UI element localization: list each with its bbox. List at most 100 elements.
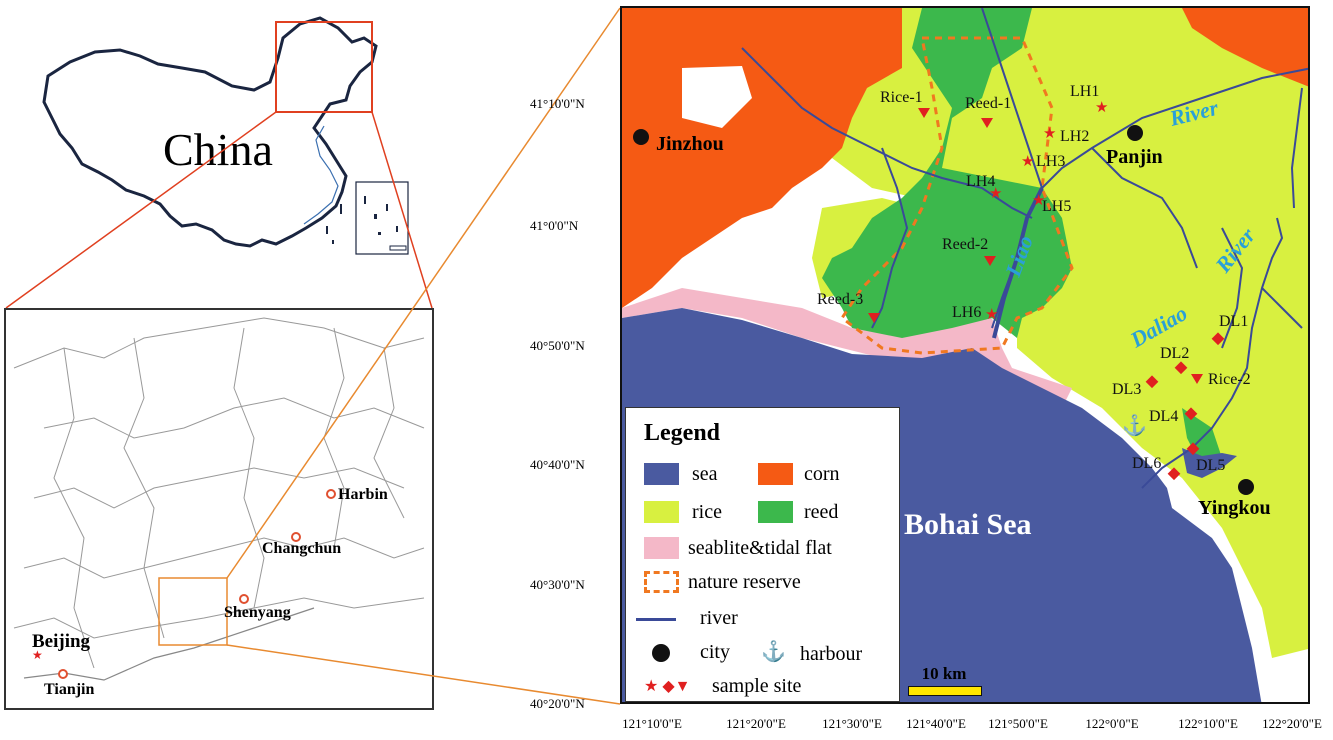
regional-locator-box (158, 577, 228, 646)
inset-islands (326, 196, 398, 244)
reed1-label: Reed-1 (965, 95, 1011, 112)
legend-rice-swatch (644, 501, 679, 523)
lh6-marker: ★ (985, 307, 998, 323)
x-tick: 121°10'0"E (622, 716, 682, 731)
river-label-lower: River (1210, 223, 1261, 278)
city-markers: Jinzhou Panjin Yingkou Bohai Sea River L… (633, 83, 1271, 541)
changchun-marker (291, 532, 301, 542)
y-tick: 41°10'0"N (530, 96, 585, 111)
legend-sample-label: sample site (712, 675, 802, 697)
map-legend: Legend sea corn rice reed seablite&tidal… (625, 407, 900, 702)
x-tick: 122°20'0"E (1262, 716, 1322, 731)
rice1-marker (918, 108, 930, 118)
x-tick: 121°30'0"E (822, 716, 882, 731)
locator-lines-lower (226, 7, 621, 705)
dl3-marker (1145, 375, 1159, 389)
south-china-sea-inset (355, 181, 409, 255)
legend-city-label: city (700, 641, 730, 663)
beijing-label: Beijing (32, 631, 91, 652)
liao-river-label: Liao (1000, 232, 1038, 281)
triangle-sites (868, 108, 1203, 384)
lh3-marker: ★ (1021, 154, 1034, 170)
yingkou-label: Yingkou (1198, 497, 1271, 519)
jinzhou-label: Jinzhou (656, 133, 724, 155)
y-tick: 40°40'0"N (530, 457, 585, 472)
panjin-city-marker (1127, 125, 1143, 141)
dl3-label: DL3 (1112, 381, 1141, 398)
dl4-marker (1184, 407, 1198, 421)
overview-locator-box (275, 21, 373, 113)
site-labels: LH1 LH2 LH3 LH4 LH5 LH6 DL1 DL2 DL3 DL4 … (817, 83, 1251, 474)
locator-lines-upper (5, 111, 433, 309)
seablite-area (622, 288, 1072, 408)
rice1-label: Rice-1 (880, 89, 923, 106)
reed3-label: Reed-3 (817, 291, 863, 308)
reed3-marker (868, 313, 880, 323)
x-tick: 121°40'0"E (906, 716, 966, 731)
dl1-marker (1211, 332, 1225, 346)
bohai-sea-label: Bohai Sea (904, 508, 1032, 541)
rice2-marker (1191, 374, 1203, 384)
legend-corn-label: corn (804, 463, 840, 485)
legend-harbour-icon: ⚓ (761, 641, 786, 663)
lh6-label: LH6 (952, 304, 981, 321)
beijing-marker: ★ (32, 648, 43, 662)
legend-city-icon (652, 644, 670, 662)
liao-river-main (992, 187, 1044, 339)
china-label: China (163, 124, 273, 175)
dl5-marker (1186, 442, 1200, 456)
reed-area (822, 8, 1072, 348)
x-tick: 122°10'0"E (1178, 716, 1238, 731)
panjin-label: Panjin (1106, 146, 1163, 168)
shenyang-label: Shenyang (224, 604, 291, 621)
yingkou-city-marker (1238, 479, 1254, 495)
river-network (741, 8, 1308, 489)
daliao-estuary (1182, 448, 1237, 478)
legend-reed-label: reed (804, 501, 839, 523)
shenyang-marker (239, 594, 249, 604)
scale-bar-label: 10 km (921, 664, 967, 683)
changchun-label: Changchun (262, 540, 341, 557)
lh3-label: LH3 (1036, 153, 1065, 170)
legend-sea-label: sea (692, 463, 718, 485)
land-cover-svg (622, 8, 1308, 702)
white-area-nw (682, 66, 752, 128)
x-tick: 121°50'0"E (988, 716, 1048, 731)
legend-reed-swatch (758, 501, 793, 523)
study-area-map: Jinzhou Panjin Yingkou Bohai Sea River L… (620, 6, 1310, 704)
lh4-label: LH4 (966, 173, 995, 190)
legend-sea-swatch (644, 463, 679, 485)
legend-sample-icons: ★ ◆▼ (644, 678, 691, 695)
rice2-label: Rice-2 (1208, 371, 1251, 388)
y-tick: 40°20'0"N (530, 696, 585, 711)
nature-reserve-boundary (839, 36, 1074, 355)
scale-bar-graphic (908, 686, 982, 696)
legend-seablite-swatch (644, 537, 679, 559)
dl4-label: DL4 (1149, 408, 1178, 425)
harbin-marker (326, 489, 336, 499)
lh5-label: LH5 (1042, 198, 1071, 215)
dl5-label: DL5 (1196, 457, 1225, 474)
legend-reserve-label: nature reserve (688, 571, 801, 593)
regional-coastline (23, 607, 315, 681)
y-tick: 40°50'0"N (530, 338, 585, 353)
y-tick: 40°30'0"N (530, 577, 585, 592)
legend-rice-label: rice (692, 501, 722, 523)
legend-seablite-label: seablite&tidal flat (688, 537, 832, 559)
china-coast-inner (303, 125, 339, 225)
dl2-marker (1174, 361, 1188, 375)
inset-scale-bar (389, 245, 407, 251)
china-overview-map: China (42, 16, 409, 255)
x-tick: 122°0'0"E (1085, 716, 1139, 731)
lh-sites: ★ ★ ★ ★ ★ ★ (985, 100, 1108, 323)
tianjin-label: Tianjin (44, 681, 95, 698)
lh2-label: LH2 (1060, 128, 1089, 145)
legend-title: Legend (644, 420, 721, 446)
x-tick: 121°20'0"E (726, 716, 786, 731)
lh2-marker: ★ (1043, 126, 1056, 142)
dl1-label: DL1 (1219, 313, 1248, 330)
reed-patch-west (832, 258, 892, 328)
corn-area-ne (1182, 8, 1308, 87)
reed2-label: Reed-2 (942, 236, 988, 253)
lh5-marker: ★ (1032, 193, 1045, 209)
